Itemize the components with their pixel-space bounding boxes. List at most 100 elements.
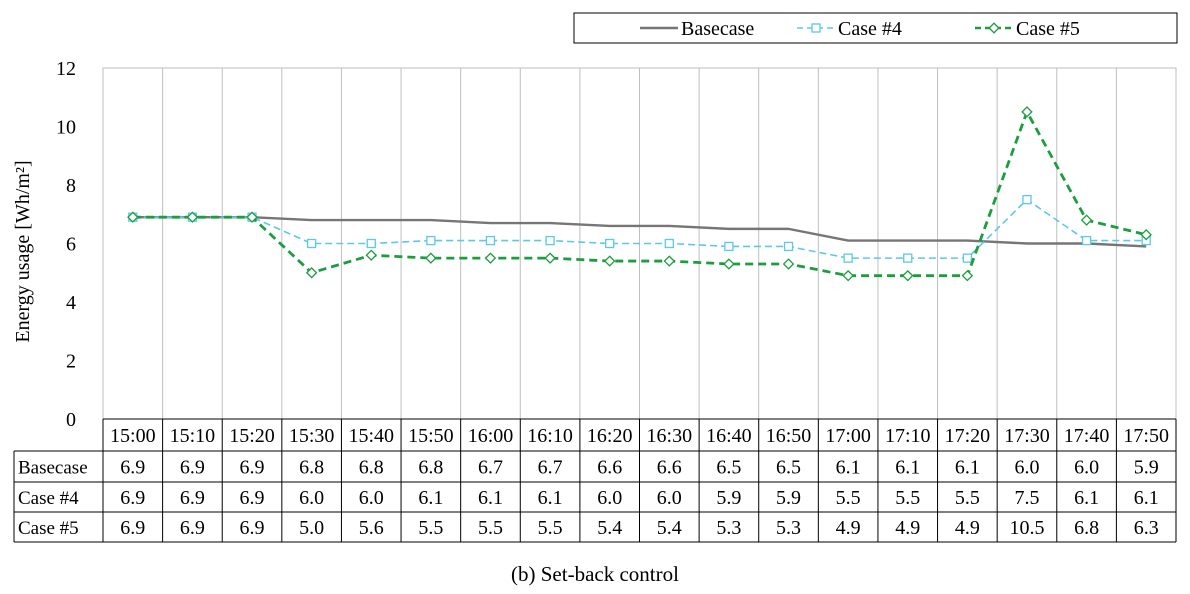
data-label: 6.9	[180, 517, 205, 539]
data-point	[365, 249, 377, 261]
data-point	[426, 235, 436, 246]
x-tick-label: 16:20	[587, 425, 633, 447]
data-label: 6.1	[836, 457, 861, 479]
data-label: 6.3	[1134, 517, 1159, 539]
data-point	[842, 269, 854, 282]
data-label: 6.1	[478, 487, 503, 509]
x-tick-label: 17:50	[1123, 425, 1169, 447]
data-label: 6.9	[240, 517, 265, 539]
data-label: 6.0	[1014, 457, 1039, 479]
x-tick-label: 15:40	[348, 425, 394, 447]
data-label: 6.9	[240, 487, 265, 509]
x-tick-label: 15:20	[229, 425, 275, 447]
data-label: 5.3	[716, 517, 741, 539]
data-label: 6.0	[657, 487, 682, 509]
x-tick-label: 17:20	[945, 425, 991, 447]
legend-label: Basecase	[681, 18, 754, 40]
data-label: 5.9	[776, 487, 801, 509]
table-row-label: Case #4	[18, 488, 79, 509]
data-point	[1022, 194, 1032, 205]
data-point	[782, 258, 795, 270]
data-label: 4.9	[836, 517, 861, 539]
data-point	[783, 241, 794, 252]
data-label: 5.9	[1134, 457, 1159, 479]
data-point	[724, 241, 734, 252]
x-tick-label: 17:40	[1064, 425, 1110, 447]
y-tick-label: 10	[56, 117, 76, 139]
data-label: 5.6	[359, 517, 384, 539]
data-label: 5.0	[299, 517, 324, 539]
data-table: 15:00 15:10 15:20 15:30 15:40 15:50 16:00 16:10…	[13, 418, 1177, 543]
data-label: 6.9	[120, 457, 145, 479]
data-label: 6.7	[478, 457, 503, 479]
data-label: 6.1	[418, 487, 443, 509]
data-point	[843, 253, 853, 263]
x-tick-label: 17:00	[825, 425, 871, 447]
data-point	[605, 238, 615, 249]
data-point	[1021, 106, 1033, 118]
data-label: 6.5	[716, 457, 741, 479]
table-row-label: Case #5	[18, 518, 79, 539]
data-point	[366, 238, 376, 249]
data-label: 6.0	[299, 487, 324, 509]
data-label: 5.5	[955, 487, 980, 509]
data-point	[305, 267, 318, 279]
data-point	[962, 253, 973, 263]
data-label: 6.6	[657, 457, 682, 479]
series-line-case-5	[132, 110, 1147, 278]
data-label: 6.0	[597, 487, 622, 509]
series-layer	[127, 106, 1152, 282]
y-tick-label: 12	[56, 58, 76, 80]
data-label: 6.8	[1074, 517, 1099, 539]
data-label: 7.5	[1014, 487, 1039, 509]
data-point	[663, 255, 676, 267]
data-label: 6.9	[120, 487, 145, 509]
data-label: 6.8	[299, 457, 324, 479]
legend-marker	[988, 22, 1000, 34]
data-point	[484, 252, 497, 264]
data-label: 4.9	[895, 517, 920, 539]
data-label: 6.9	[180, 487, 205, 509]
x-tick-label: 16:30	[647, 425, 693, 447]
data-label: 5.5	[478, 517, 503, 539]
data-label: 6.1	[1074, 487, 1099, 509]
legend-label: Case #5	[1016, 18, 1080, 40]
data-label: 5.3	[776, 517, 801, 539]
data-point	[545, 235, 555, 246]
data-label: 6.1	[895, 457, 920, 479]
data-label: 5.4	[597, 517, 622, 539]
data-label: 5.4	[657, 517, 682, 539]
x-tick-label: 16:50	[766, 425, 812, 447]
data-label: 5.9	[716, 487, 741, 509]
data-point	[544, 252, 556, 264]
data-label: 5.5	[418, 517, 443, 539]
data-label: 6.7	[538, 457, 563, 479]
data-label: 6.1	[538, 487, 563, 509]
data-point	[127, 211, 139, 223]
data-label: 6.9	[180, 457, 205, 479]
x-tick-label: 17:30	[1004, 425, 1050, 447]
data-label: 5.5	[836, 487, 861, 509]
data-point	[485, 235, 496, 246]
data-point	[246, 211, 258, 223]
x-tick-label: 16:10	[527, 425, 573, 447]
data-point	[903, 253, 913, 263]
data-label: 5.5	[895, 487, 920, 509]
data-point	[664, 238, 674, 249]
data-label: 10.5	[1009, 517, 1044, 539]
table-row-label: Basecase	[18, 458, 88, 479]
data-label: 6.0	[359, 487, 384, 509]
data-point	[603, 255, 616, 267]
data-label: 6.9	[120, 517, 145, 539]
x-tick-label: 15:30	[289, 425, 335, 447]
y-tick-label: 6	[66, 234, 76, 256]
data-label: 6.9	[240, 457, 265, 479]
y-tick-label: 2	[66, 351, 76, 373]
data-label: 4.9	[955, 517, 980, 539]
x-tick-label: 16:40	[706, 425, 752, 447]
data-point	[723, 258, 735, 270]
x-tick-label: 16:00	[468, 425, 514, 447]
series-line-basecase	[132, 215, 1147, 248]
